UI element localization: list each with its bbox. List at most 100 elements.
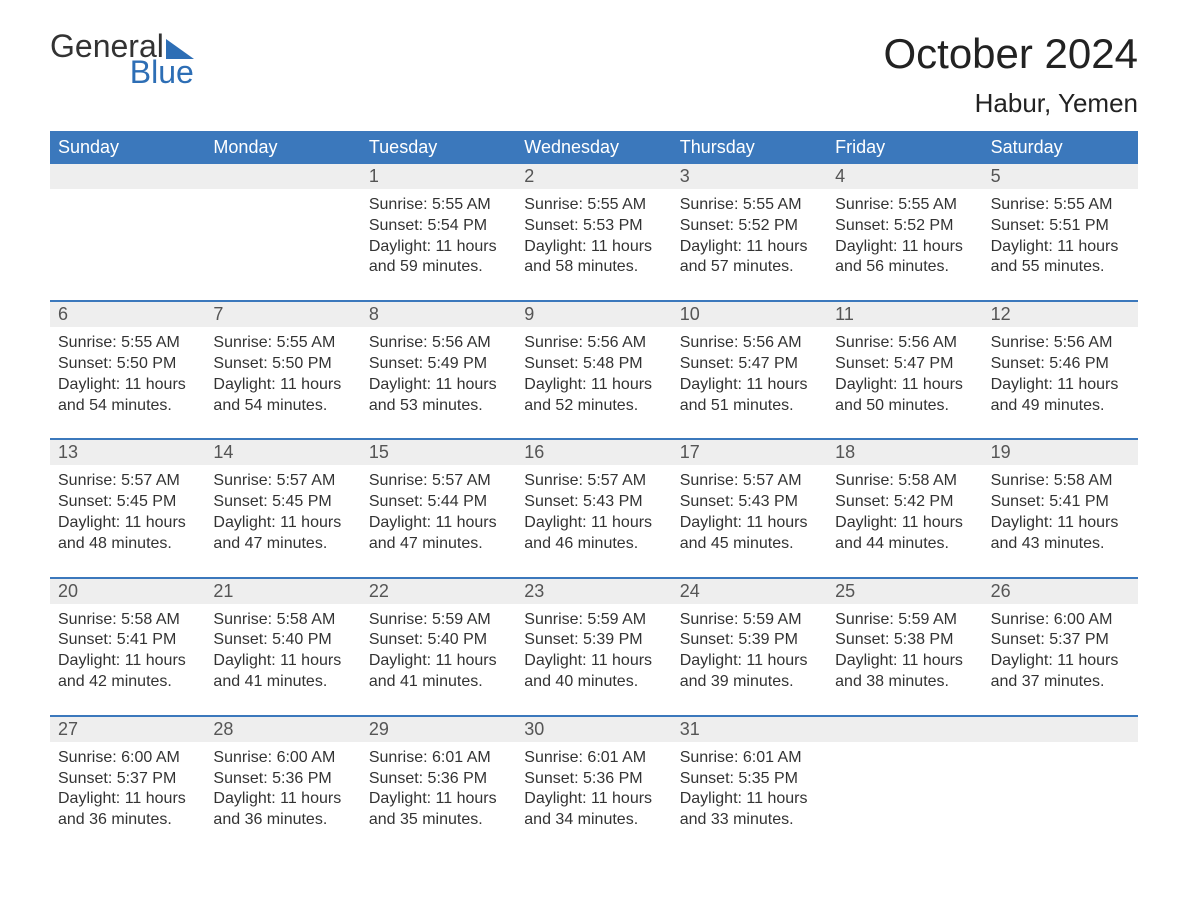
- dow-header-row: SundayMondayTuesdayWednesdayThursdayFrid…: [50, 131, 1138, 164]
- daylight-line: Daylight: 11 hours and 41 minutes.: [213, 651, 352, 693]
- day-number: 27: [50, 717, 205, 742]
- day-number: 31: [672, 717, 827, 742]
- day-number: 23: [516, 579, 671, 604]
- day-cell: Sunrise: 5:55 AMSunset: 5:53 PMDaylight:…: [516, 189, 671, 300]
- day-cell: Sunrise: 5:56 AMSunset: 5:47 PMDaylight:…: [827, 327, 982, 438]
- sunset-line: Sunset: 5:45 PM: [213, 492, 352, 513]
- day-cell: Sunrise: 5:58 AMSunset: 5:41 PMDaylight:…: [50, 604, 205, 715]
- brand-word-blue: Blue: [130, 56, 194, 88]
- daylight-line: Daylight: 11 hours and 52 minutes.: [524, 375, 663, 417]
- daylight-line: Daylight: 11 hours and 59 minutes.: [369, 237, 508, 279]
- day-number: 8: [361, 302, 516, 327]
- sunrise-line: Sunrise: 5:58 AM: [213, 610, 352, 631]
- day-number: 28: [205, 717, 360, 742]
- sunset-line: Sunset: 5:36 PM: [213, 769, 352, 790]
- day-cell: Sunrise: 5:58 AMSunset: 5:42 PMDaylight:…: [827, 465, 982, 576]
- dow-header: Friday: [827, 131, 982, 164]
- sunrise-line: Sunrise: 5:59 AM: [369, 610, 508, 631]
- daylight-line: Daylight: 11 hours and 34 minutes.: [524, 789, 663, 831]
- daylight-line: Daylight: 11 hours and 48 minutes.: [58, 513, 197, 555]
- dow-header: Wednesday: [516, 131, 671, 164]
- daylight-line: Daylight: 11 hours and 37 minutes.: [991, 651, 1130, 693]
- day-number: 2: [516, 164, 671, 189]
- sunrise-line: Sunrise: 5:57 AM: [369, 471, 508, 492]
- day-cell: Sunrise: 5:56 AMSunset: 5:46 PMDaylight:…: [983, 327, 1138, 438]
- week-row: 12345Sunrise: 5:55 AMSunset: 5:54 PMDayl…: [50, 164, 1138, 300]
- day-cell: Sunrise: 5:56 AMSunset: 5:49 PMDaylight:…: [361, 327, 516, 438]
- day-number: 4: [827, 164, 982, 189]
- daylight-line: Daylight: 11 hours and 45 minutes.: [680, 513, 819, 555]
- day-cell: Sunrise: 5:55 AMSunset: 5:51 PMDaylight:…: [983, 189, 1138, 300]
- sunset-line: Sunset: 5:49 PM: [369, 354, 508, 375]
- day-cell: Sunrise: 6:00 AMSunset: 5:37 PMDaylight:…: [50, 742, 205, 853]
- sunrise-line: Sunrise: 5:55 AM: [524, 195, 663, 216]
- day-number: 5: [983, 164, 1138, 189]
- sunrise-line: Sunrise: 5:59 AM: [680, 610, 819, 631]
- daylight-line: Daylight: 11 hours and 44 minutes.: [835, 513, 974, 555]
- sail-icon: [166, 39, 194, 59]
- daylight-line: Daylight: 11 hours and 42 minutes.: [58, 651, 197, 693]
- daylight-line: Daylight: 11 hours and 50 minutes.: [835, 375, 974, 417]
- sunrise-line: Sunrise: 5:56 AM: [369, 333, 508, 354]
- week-row: 2728293031Sunrise: 6:00 AMSunset: 5:37 P…: [50, 715, 1138, 853]
- sunset-line: Sunset: 5:46 PM: [991, 354, 1130, 375]
- daylight-line: Daylight: 11 hours and 33 minutes.: [680, 789, 819, 831]
- day-number: 6: [50, 302, 205, 327]
- daylight-line: Daylight: 11 hours and 36 minutes.: [58, 789, 197, 831]
- sunrise-line: Sunrise: 5:55 AM: [835, 195, 974, 216]
- day-number: 21: [205, 579, 360, 604]
- sunset-line: Sunset: 5:45 PM: [58, 492, 197, 513]
- day-number: 12: [983, 302, 1138, 327]
- day-number: 13: [50, 440, 205, 465]
- day-number: 25: [827, 579, 982, 604]
- day-cell: Sunrise: 5:55 AMSunset: 5:52 PMDaylight:…: [672, 189, 827, 300]
- sunrise-line: Sunrise: 6:01 AM: [524, 748, 663, 769]
- daylight-line: Daylight: 11 hours and 47 minutes.: [369, 513, 508, 555]
- sunrise-line: Sunrise: 5:55 AM: [991, 195, 1130, 216]
- day-number: [827, 717, 982, 742]
- sunset-line: Sunset: 5:40 PM: [369, 630, 508, 651]
- sunrise-line: Sunrise: 5:56 AM: [680, 333, 819, 354]
- sunset-line: Sunset: 5:41 PM: [991, 492, 1130, 513]
- daylight-line: Daylight: 11 hours and 35 minutes.: [369, 789, 508, 831]
- day-cell: Sunrise: 5:56 AMSunset: 5:48 PMDaylight:…: [516, 327, 671, 438]
- page-title: October 2024: [883, 30, 1138, 78]
- dow-header: Saturday: [983, 131, 1138, 164]
- day-cell: Sunrise: 5:57 AMSunset: 5:43 PMDaylight:…: [672, 465, 827, 576]
- day-cell: Sunrise: 5:57 AMSunset: 5:44 PMDaylight:…: [361, 465, 516, 576]
- sunrise-line: Sunrise: 5:58 AM: [58, 610, 197, 631]
- sunrise-line: Sunrise: 6:01 AM: [680, 748, 819, 769]
- day-number: 14: [205, 440, 360, 465]
- daylight-line: Daylight: 11 hours and 54 minutes.: [58, 375, 197, 417]
- daylight-line: Daylight: 11 hours and 55 minutes.: [991, 237, 1130, 279]
- dow-header: Monday: [205, 131, 360, 164]
- sunrise-line: Sunrise: 5:57 AM: [58, 471, 197, 492]
- sunset-line: Sunset: 5:35 PM: [680, 769, 819, 790]
- day-number: 1: [361, 164, 516, 189]
- sunrise-line: Sunrise: 5:56 AM: [524, 333, 663, 354]
- day-cell: Sunrise: 5:58 AMSunset: 5:40 PMDaylight:…: [205, 604, 360, 715]
- week-row: 20212223242526Sunrise: 5:58 AMSunset: 5:…: [50, 577, 1138, 715]
- sunrise-line: Sunrise: 5:55 AM: [369, 195, 508, 216]
- sunset-line: Sunset: 5:54 PM: [369, 216, 508, 237]
- sunset-line: Sunset: 5:50 PM: [213, 354, 352, 375]
- daylight-line: Daylight: 11 hours and 43 minutes.: [991, 513, 1130, 555]
- sunset-line: Sunset: 5:47 PM: [835, 354, 974, 375]
- sunset-line: Sunset: 5:53 PM: [524, 216, 663, 237]
- day-number: 15: [361, 440, 516, 465]
- sunrise-line: Sunrise: 5:58 AM: [835, 471, 974, 492]
- sunset-line: Sunset: 5:39 PM: [680, 630, 819, 651]
- daylight-line: Daylight: 11 hours and 53 minutes.: [369, 375, 508, 417]
- day-number: [50, 164, 205, 189]
- day-cell: Sunrise: 5:56 AMSunset: 5:47 PMDaylight:…: [672, 327, 827, 438]
- day-cell: Sunrise: 6:01 AMSunset: 5:36 PMDaylight:…: [516, 742, 671, 853]
- location-label: Habur, Yemen: [883, 88, 1138, 119]
- day-number: 20: [50, 579, 205, 604]
- title-block: October 2024 Habur, Yemen: [883, 30, 1138, 119]
- sunrise-line: Sunrise: 5:57 AM: [213, 471, 352, 492]
- day-number: 29: [361, 717, 516, 742]
- day-cell: Sunrise: 5:57 AMSunset: 5:43 PMDaylight:…: [516, 465, 671, 576]
- sunset-line: Sunset: 5:36 PM: [524, 769, 663, 790]
- sunset-line: Sunset: 5:52 PM: [680, 216, 819, 237]
- daylight-line: Daylight: 11 hours and 40 minutes.: [524, 651, 663, 693]
